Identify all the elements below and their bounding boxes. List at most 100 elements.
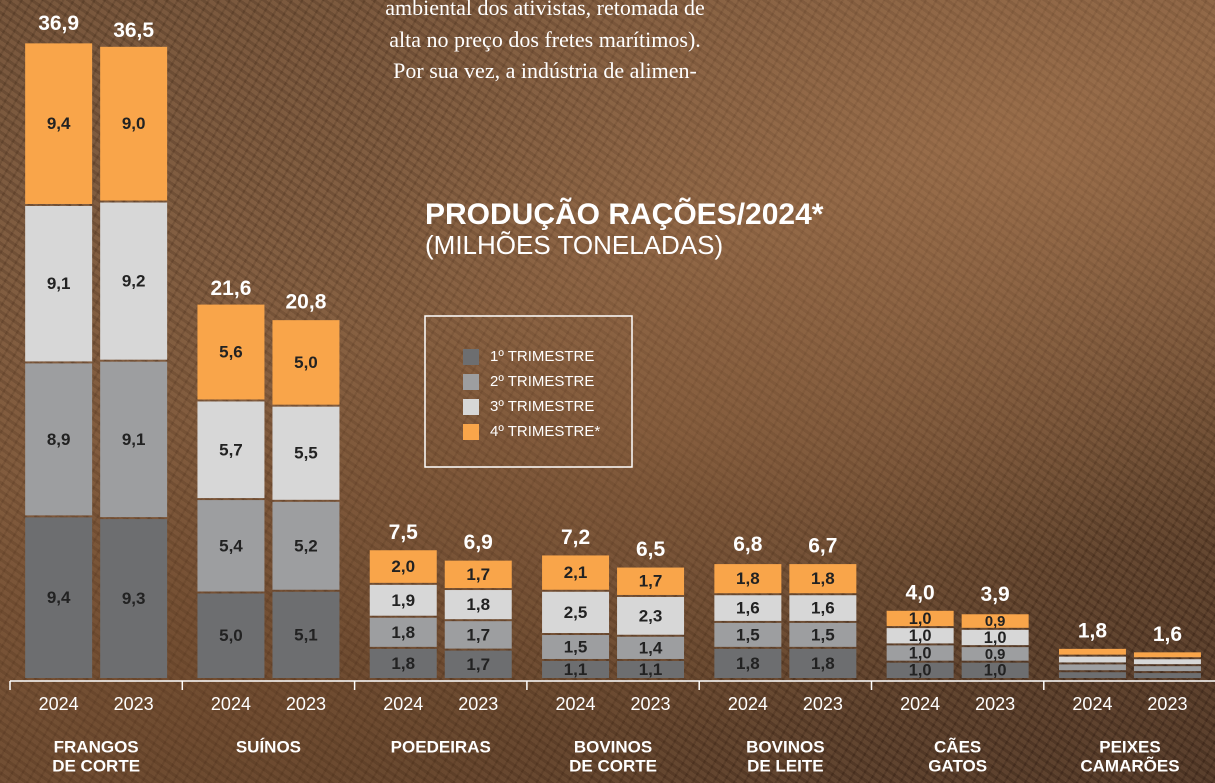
- segment-label: 1,8: [811, 569, 835, 588]
- bar-segment: [789, 595, 857, 621]
- segment-label: 1,6: [811, 599, 835, 618]
- legend-label: 2º TRIMESTRE: [490, 373, 594, 390]
- bar-segment: [197, 593, 265, 678]
- segment-label: 5,4: [219, 536, 243, 555]
- total-label: 20,8: [286, 291, 327, 314]
- year-label: 2023: [1147, 694, 1187, 714]
- category-label: DE CORTE: [52, 756, 140, 775]
- bar-segment: [369, 584, 437, 616]
- chart-title: PRODUÇÃO RAÇÕES/2024*: [425, 197, 824, 231]
- year-label: 2024: [556, 694, 596, 714]
- total-label: 1,6: [1153, 623, 1182, 646]
- bar-segment: [961, 614, 1029, 628]
- bar-segment: [272, 406, 340, 500]
- year-label: 2024: [39, 694, 79, 714]
- total-label: 3,9: [981, 583, 1010, 606]
- total-label: 36,9: [38, 12, 79, 35]
- segment-label: 1,7: [466, 565, 490, 584]
- segment-label: 1,6: [736, 599, 760, 618]
- segment-label: 2,3: [639, 606, 663, 625]
- segment-label: 9,1: [47, 274, 71, 293]
- bar-segment: [1058, 648, 1126, 655]
- category-label: CÃES: [934, 736, 981, 756]
- segment-label: 1,5: [736, 625, 760, 644]
- bar-segment: [272, 320, 340, 405]
- bar-segment: [542, 660, 610, 678]
- bar-segment: [1058, 672, 1126, 678]
- bar-segment: [1133, 659, 1201, 665]
- segment-label: 2,1: [564, 563, 588, 582]
- total-label: 7,2: [561, 526, 590, 549]
- legend-label: 4º TRIMESTRE*: [490, 423, 600, 440]
- segment-label: 1,8: [391, 623, 415, 642]
- category-label: POEDEIRAS: [391, 737, 491, 756]
- category-label: DE CORTE: [569, 756, 657, 775]
- segment-label: 1,1: [564, 660, 588, 679]
- bar-segment: [369, 617, 437, 647]
- bar-segment: [369, 550, 437, 583]
- segment-label: 9,0: [122, 114, 146, 133]
- total-label: 6,5: [636, 538, 666, 561]
- category-label: PEIXES: [1099, 737, 1160, 756]
- total-label: 36,5: [113, 19, 154, 42]
- total-label: 6,7: [808, 535, 837, 558]
- bar-segment: [197, 304, 265, 400]
- bar-segment: [714, 595, 782, 621]
- segment-label: 1,9: [391, 591, 415, 610]
- bar-segment: [197, 500, 265, 592]
- segment-label: 9,4: [47, 588, 71, 607]
- total-label: 6,8: [733, 533, 763, 556]
- segment-label: 1,0: [909, 627, 932, 645]
- segment-label: 1,7: [466, 625, 490, 644]
- bar-segment: [1133, 673, 1201, 678]
- segment-label: 2,5: [564, 603, 588, 622]
- total-label: 21,6: [211, 277, 252, 300]
- year-label: 2024: [211, 694, 251, 714]
- category-label: GATOS: [928, 756, 987, 775]
- bar-segment: [1058, 656, 1126, 663]
- year-label: 2023: [114, 694, 154, 714]
- bar-segment: [444, 650, 512, 678]
- segment-label: 5,1: [294, 625, 318, 644]
- legend-swatch: [463, 424, 479, 440]
- bar-segment: [1133, 652, 1201, 658]
- year-label: 2024: [900, 694, 940, 714]
- segment-label: 5,0: [294, 353, 318, 372]
- legend-swatch: [463, 349, 479, 365]
- article-line: ambiental dos ativistas, retomada de: [385, 0, 705, 20]
- segment-label: 5,0: [219, 626, 243, 645]
- bar-segment: [100, 46, 168, 201]
- segment-label: 0,9: [985, 647, 1006, 663]
- category-label: SUÍNOS: [236, 737, 301, 756]
- segment-label: 1,7: [466, 655, 490, 674]
- bar-segment: [714, 648, 782, 678]
- segment-label: 9,4: [47, 114, 71, 133]
- bar-segment: [886, 645, 954, 661]
- year-label: 2023: [975, 694, 1015, 714]
- bar-segment: [25, 517, 93, 678]
- segment-label: 1,7: [639, 572, 663, 591]
- bar-segment: [961, 629, 1029, 646]
- segment-label: 1,4: [639, 638, 663, 657]
- bar-segment: [444, 560, 512, 589]
- bar-segment: [789, 622, 857, 647]
- segment-label: 1,8: [736, 654, 760, 673]
- bar-segment: [886, 610, 954, 627]
- legend-swatch: [463, 374, 479, 390]
- bar-segment: [617, 567, 685, 595]
- year-label: 2023: [286, 694, 326, 714]
- legend-box: [424, 315, 633, 468]
- segment-label: 1,8: [391, 654, 415, 673]
- segment-label: 5,2: [294, 536, 318, 555]
- bar-segment: [25, 43, 93, 204]
- total-label: 6,9: [464, 531, 493, 554]
- year-label: 2023: [631, 694, 671, 714]
- bar-segment: [100, 202, 168, 360]
- segment-label: 9,3: [122, 589, 146, 608]
- segment-label: 1,8: [736, 569, 760, 588]
- category-label: BOVINOS: [574, 737, 652, 756]
- bar-segment: [886, 628, 954, 644]
- segment-label: 1,5: [564, 637, 588, 656]
- segment-label: 1,8: [811, 654, 835, 673]
